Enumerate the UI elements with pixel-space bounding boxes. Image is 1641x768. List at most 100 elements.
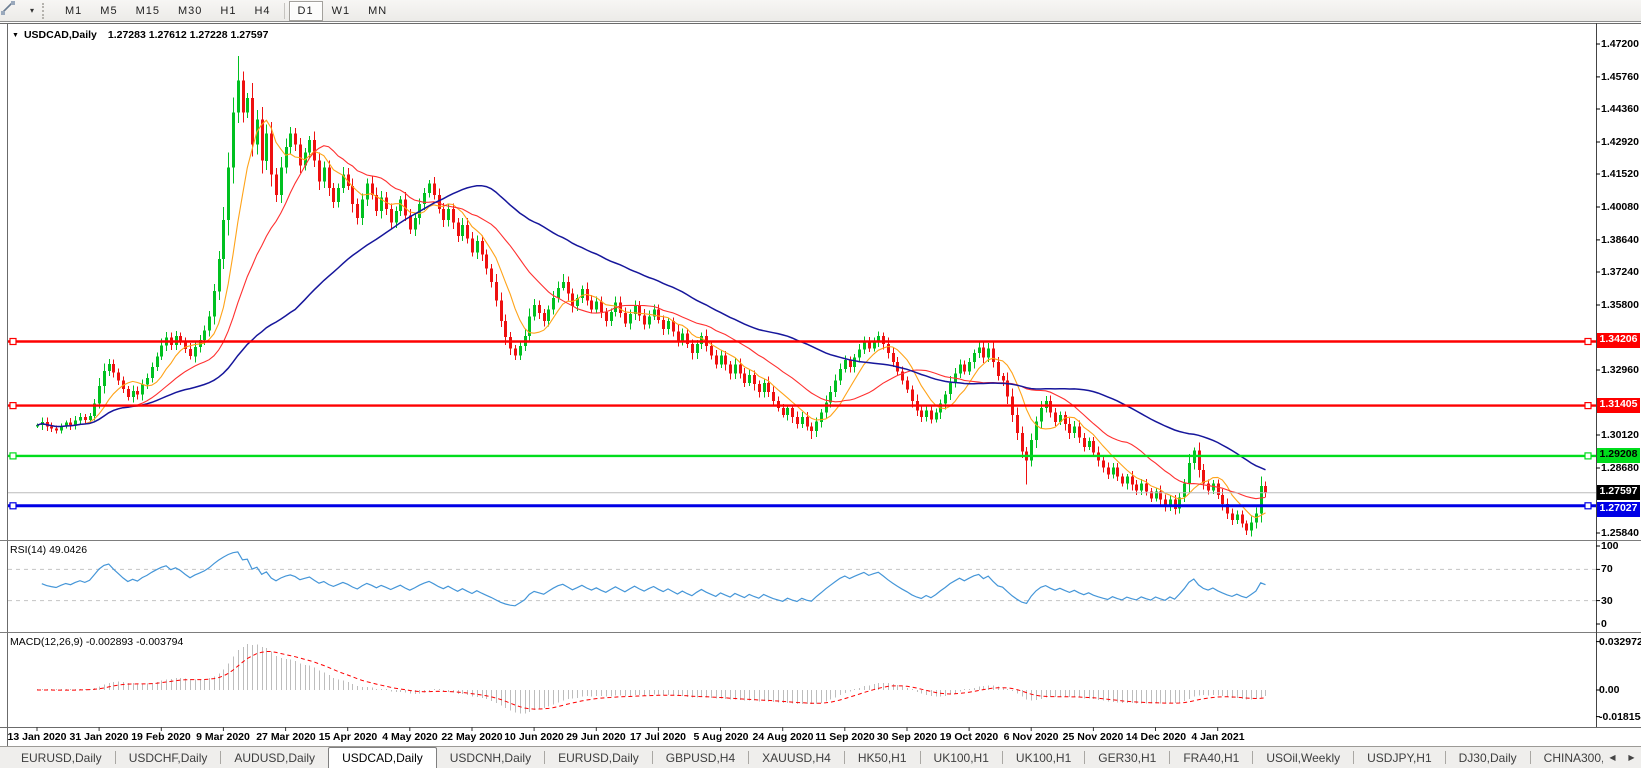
support-line-green-handle[interactable] xyxy=(9,452,17,460)
tab-eurusd-daily[interactable]: EURUSD,Daily xyxy=(558,751,639,765)
price-axis-label: 1.25840 xyxy=(1601,527,1639,539)
tab-eurusd-daily[interactable]: EURUSD,Daily xyxy=(21,751,102,765)
price-axis-label: 1.42920 xyxy=(1601,136,1639,148)
timeframe-button-h4[interactable]: H4 xyxy=(254,4,271,17)
date-axis-label: 19 Feb 2020 xyxy=(131,731,191,743)
tab-audusd-daily[interactable]: AUDUSD,Daily xyxy=(234,751,316,765)
toolbar-grip[interactable] xyxy=(42,2,50,19)
tab-fra40-h1[interactable]: FRA40,H1 xyxy=(1183,751,1240,765)
tab-uk100-h1[interactable]: UK100,H1 xyxy=(933,751,989,765)
support-line-blue-handle[interactable] xyxy=(9,502,17,510)
macd-axis-label: -0.018154 xyxy=(1599,711,1641,723)
line-tool-icon[interactable] xyxy=(0,1,26,20)
support-line-green-handle[interactable] xyxy=(1584,452,1592,460)
level-price-label: 1.31405 xyxy=(1597,398,1640,413)
tab-separator xyxy=(1444,751,1446,764)
tab-scroll-left-icon[interactable]: ◀ xyxy=(1609,753,1616,762)
macd-axis-label: 0.032972 xyxy=(1599,636,1641,648)
chart-symbol-label: USDCAD,Daily xyxy=(23,29,97,41)
tab-hk50-h1[interactable]: HK50,H1 xyxy=(857,751,907,765)
date-axis-label: 19 Oct 2020 xyxy=(939,731,999,743)
price-axis-label: 1.47200 xyxy=(1601,38,1639,50)
timeframe-button-d1[interactable]: D1 xyxy=(288,0,323,21)
date-axis-label: 10 Jun 2020 xyxy=(504,731,564,743)
timeframe-button-w1[interactable]: W1 xyxy=(331,4,351,17)
date-axis-label: 24 Aug 2020 xyxy=(752,731,814,743)
level-price-label: 1.27597 xyxy=(1597,485,1640,500)
resistance-line-upper-handle[interactable] xyxy=(1584,337,1592,346)
timeframe-button-m5[interactable]: M5 xyxy=(100,4,118,17)
tab-scroll-arrows: ◀ ▶ xyxy=(1603,747,1641,768)
timeframe-button-m30[interactable]: M30 xyxy=(177,4,203,17)
date-axis-label: 30 Sep 2020 xyxy=(876,731,938,743)
tab-separator xyxy=(220,751,222,764)
date-axis-label: 14 Dec 2020 xyxy=(1125,731,1187,743)
tab-usoil-weekly[interactable]: USOil,Weekly xyxy=(1266,751,1341,765)
toolbar: ▾ M1 M5 M15 M30 H1 H4 D1 W1 MN xyxy=(0,0,1641,22)
date-axis-label: 15 Apr 2020 xyxy=(318,731,378,743)
date-axis-label: 29 Jun 2020 xyxy=(566,731,626,743)
price-axis-label: 1.38640 xyxy=(1601,234,1639,246)
date-axis-label: 6 Nov 2020 xyxy=(1003,731,1059,743)
tab-usdjpy-h1[interactable]: USDJPY,H1 xyxy=(1367,751,1432,765)
timeframe-button-m1[interactable]: M1 xyxy=(65,4,83,17)
candlestick-series xyxy=(36,55,1267,537)
price-axis-label: 1.41520 xyxy=(1601,168,1639,180)
resistance-line-upper-handle[interactable] xyxy=(9,337,17,346)
rsi-line xyxy=(41,551,1266,607)
chart-tab-bar: EURUSD,Daily USDCHF,Daily AUDUSD,Daily USDC… xyxy=(0,746,1641,768)
timeframe-button-h1[interactable]: H1 xyxy=(220,4,237,17)
tab-separator xyxy=(1353,751,1355,764)
chart-ohlc-values: 1.27283 1.27612 1.27228 1.27597 xyxy=(107,29,269,41)
level-price-label: 1.34206 xyxy=(1597,333,1640,348)
tab-dj30-daily[interactable]: DJ30,Daily xyxy=(1458,751,1517,765)
date-axis-label: 22 May 2020 xyxy=(441,731,503,743)
tab-ger30-h1[interactable]: GER30,H1 xyxy=(1098,751,1157,765)
timeframe-button-group: M1 M5 M15 M30 H1 H4 D1 W1 MN xyxy=(56,0,396,21)
tab-separator xyxy=(1252,751,1254,764)
date-axis-label: 4 May 2020 xyxy=(382,731,438,743)
tab-gbpusd-h4[interactable]: GBPUSD,H4 xyxy=(665,751,736,765)
price-axis-label: 1.40080 xyxy=(1601,201,1639,213)
price-axis-label: 1.37240 xyxy=(1601,266,1639,278)
date-axis-label: 25 Nov 2020 xyxy=(1062,731,1124,743)
tool-dropdown-arrow-icon[interactable]: ▾ xyxy=(29,6,34,15)
tab-usdcnh-daily[interactable]: USDCNH,Daily xyxy=(449,751,532,765)
price-axis-label: 1.32960 xyxy=(1601,364,1639,376)
date-axis-label: 31 Jan 2020 xyxy=(69,731,129,743)
rsi-axis-label: 70 xyxy=(1601,563,1613,575)
ma-55-line xyxy=(36,184,1266,471)
tab-usdchf-daily[interactable]: USDCHF,Daily xyxy=(128,751,208,765)
rsi-axis-label: 30 xyxy=(1601,595,1613,607)
support-line-blue-handle[interactable] xyxy=(1584,502,1592,510)
price-axis-label: 1.44360 xyxy=(1601,103,1639,115)
timeframe-button-mn[interactable]: MN xyxy=(368,4,388,17)
ma-8-line xyxy=(36,119,1266,519)
tab-uk100-h1[interactable]: UK100,H1 xyxy=(1015,751,1072,765)
tab-usdcad-daily[interactable]: USDCAD,Daily xyxy=(328,747,437,768)
tab-separator xyxy=(1529,751,1531,764)
tab-separator xyxy=(651,751,653,764)
tab-separator xyxy=(114,751,116,764)
price-axis-label: 1.28680 xyxy=(1601,462,1639,474)
tab-separator xyxy=(1084,751,1086,764)
tab-separator xyxy=(1169,751,1171,764)
resistance-line-lower-handle[interactable] xyxy=(9,402,17,410)
tab-xauusd-h4[interactable]: XAUUSD,H4 xyxy=(762,751,831,765)
resistance-line-lower-handle[interactable] xyxy=(1584,402,1592,410)
rsi-indicator-label: RSI(14) 49.0426 xyxy=(10,544,88,556)
macd-signal-line xyxy=(37,651,1266,710)
tab-china300-h1[interactable]: CHINA300,H1 xyxy=(1543,751,1620,765)
date-axis-label: 9 Mar 2020 xyxy=(196,731,250,743)
timeframe-button-m15[interactable]: M15 xyxy=(135,4,160,17)
chart-title: ▼ USDCAD,Daily 1.27283 1.27612 1.27228 1… xyxy=(12,29,268,41)
tab-separator xyxy=(748,751,750,764)
price-axis-label: 1.30120 xyxy=(1601,429,1639,441)
macd-histogram xyxy=(37,644,1266,714)
date-axis-label: 11 Sep 2020 xyxy=(815,731,875,743)
tab-separator xyxy=(544,751,546,764)
toolbar-separator xyxy=(283,2,285,19)
tab-scroll-right-icon[interactable]: ▶ xyxy=(1628,753,1635,762)
collapse-chart-icon[interactable]: ▼ xyxy=(12,31,19,39)
